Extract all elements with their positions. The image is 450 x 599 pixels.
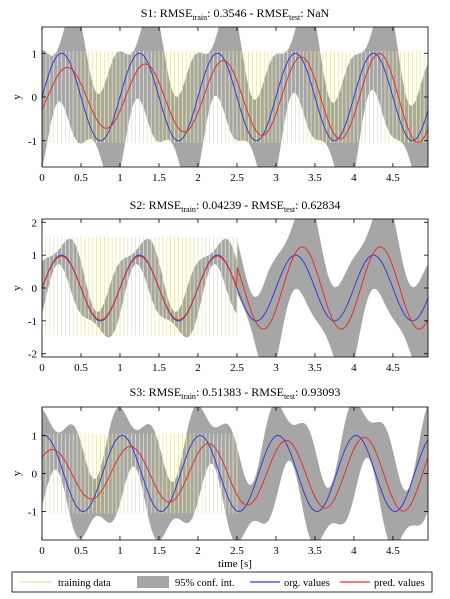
legend-org: org. values <box>250 578 330 589</box>
panel-1-xtick-label: 0 <box>39 172 45 184</box>
panel-3-xtick-label: 2 <box>195 545 201 557</box>
panel-1-xtick-label: 3.5 <box>308 172 322 184</box>
panel-3-ytick-label: -1 <box>28 507 37 519</box>
panel-2-xtick-label: 3 <box>273 362 279 374</box>
legend-conf-label: 95% conf. int. <box>175 578 235 589</box>
panel-2-xtick-label: 2.5 <box>230 362 244 374</box>
panel-1-ytick-label: 0 <box>32 92 38 104</box>
panel-1-conf-band <box>42 27 428 167</box>
panel-1-title: S1: RMSEtrain: 0.3546 - RMSEtest: NaN <box>141 6 330 22</box>
panel-2-ytick-label: 2 <box>32 217 38 229</box>
panel-2-plot-area <box>42 219 428 357</box>
panel-1-xtick-label: 0.5 <box>74 172 88 184</box>
panel-2-training-data <box>45 237 238 336</box>
panel-3-conf-band <box>42 407 428 540</box>
panel-3-xtick-label: 1 <box>117 545 123 557</box>
legend-conf: 95% conf. int. <box>137 576 235 589</box>
panel-3-xtick-label: 2.5 <box>230 545 244 557</box>
panel-1-xtick-label: 3 <box>273 172 279 184</box>
legend-pred: pred. values <box>340 578 425 589</box>
panel-2-pred-line <box>42 246 428 330</box>
panel-3-xtick-label: 0.5 <box>74 545 88 557</box>
panel-1: 0 0.5 1 1.5 2 2.5 3 3.5 4 4.5 -1 0 1 y S1: RMSEtrain: … <box>11 6 429 184</box>
panel-3-xtick-label: 4.5 <box>386 545 400 557</box>
panel-2-xtick-label: 0.5 <box>74 362 88 374</box>
panel-3-plot-area <box>42 407 428 540</box>
panel-2-xtick-label: 3.5 <box>308 362 322 374</box>
panel-2-xtick-label: 1 <box>117 362 123 374</box>
panel-1-org-line <box>42 52 428 142</box>
panel-1-plot-area <box>42 27 428 167</box>
panel-2-xtick-label: 4.5 <box>386 362 400 374</box>
panel-3-org-line <box>42 434 428 513</box>
legend-org-label: org. values <box>284 578 330 589</box>
panel-2-title: S2: RMSEtrain: 0.04239 - RMSEtest: 0.628… <box>130 198 341 214</box>
panel-1-xtick-label: 4 <box>351 172 357 184</box>
legend-training: training data <box>20 578 111 589</box>
panel-2-xtick-label: 4 <box>351 362 357 374</box>
panel-1-ylabel: y <box>11 94 23 100</box>
panel-2-ytick-label: -1 <box>28 316 37 328</box>
panel-3-title: S3: RMSEtrain: 0.51383 - RMSEtest: 0.930… <box>130 385 341 401</box>
panel-1-xtick-label: 2 <box>195 172 201 184</box>
panel-2-ytick-label: 1 <box>32 250 38 262</box>
panel-3-xtick-label: 3 <box>273 545 279 557</box>
panel-1-xtick-label: 4.5 <box>386 172 400 184</box>
panel-2-ytick-label: -2 <box>28 349 37 361</box>
panel-1-xtick-label: 1 <box>117 172 123 184</box>
panel-3-xlabel: time [s] <box>218 558 252 570</box>
panel-2-ylabel: y <box>11 285 23 291</box>
panel-1-xtick-label: 1.5 <box>152 172 166 184</box>
panel-1-ytick-label: 1 <box>32 48 38 60</box>
panel-1-xtick-label: 2.5 <box>230 172 244 184</box>
panel-3-ylabel: y <box>11 470 23 476</box>
legend: training data 95% conf. int. org. values… <box>11 571 433 593</box>
legend-pred-label: pred. values <box>374 578 425 589</box>
panel-3-ytick-label: 0 <box>32 469 38 481</box>
panel-3-xtick-label: 3.5 <box>308 545 322 557</box>
panel-2-conf-band <box>42 219 428 357</box>
panel-3-xtick-label: 0 <box>39 545 45 557</box>
panel-3-xtick-label: 1.5 <box>152 545 166 557</box>
panel-2-xtick-label: 2 <box>195 362 201 374</box>
legend-box <box>11 571 433 593</box>
legend-conf-swatch <box>137 576 169 588</box>
panel-2-ytick-label: 0 <box>32 283 38 295</box>
legend-training-label: training data <box>58 578 111 589</box>
panel-1-pred-line <box>42 52 428 143</box>
panel-1-ytick-label: -1 <box>28 136 37 148</box>
panel-3: 0 0.5 1 1.5 2 2.5 3 3.5 4 4.5 -1 0 1 y time [s] S3: RMS… <box>11 385 429 570</box>
panel-3-pred-line <box>42 436 428 512</box>
panel-3-xtick-label: 4 <box>351 545 357 557</box>
panel-2: 0 0.5 1 1.5 2 2.5 3 3.5 4 4.5 -2 -1 0 1 2 y S2: RMSEtrai… <box>11 198 429 374</box>
panel-2-xtick-label: 0 <box>39 362 45 374</box>
panel-2-xtick-label: 1.5 <box>152 362 166 374</box>
panel-3-ytick-label: 1 <box>32 431 38 443</box>
